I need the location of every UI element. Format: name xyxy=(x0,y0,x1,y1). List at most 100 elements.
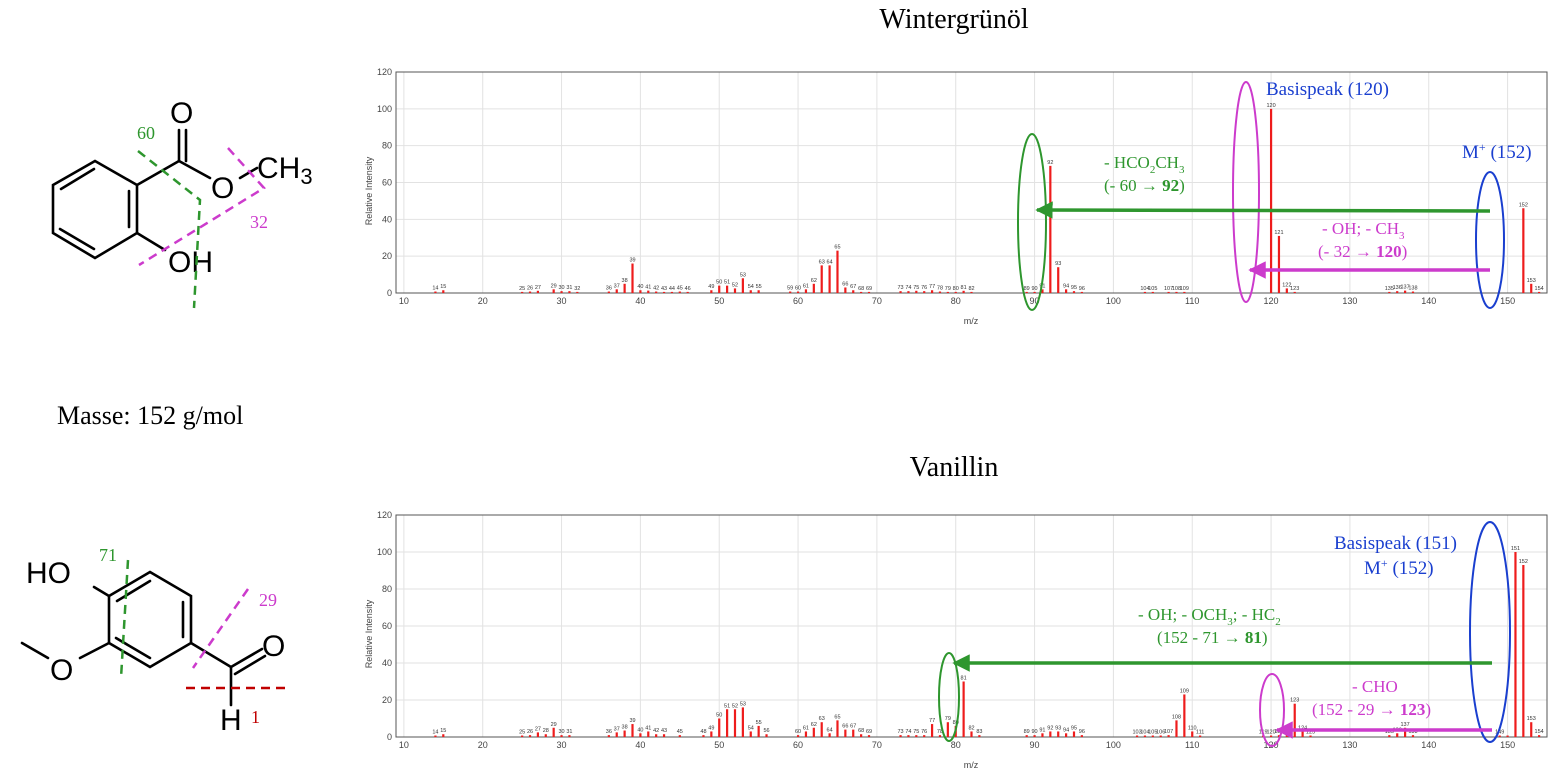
peak-label: 26 xyxy=(527,286,533,292)
peak-label: 44 xyxy=(669,286,675,292)
peak-label: 152 xyxy=(1519,559,1528,565)
cut-line-green xyxy=(137,150,202,309)
peak-label: 27 xyxy=(535,285,541,291)
peak-label: 29 xyxy=(551,722,557,728)
chart-title: Wintergrünöl xyxy=(879,4,1028,35)
x-tick-label: 30 xyxy=(557,296,567,306)
peak-label: 63 xyxy=(819,716,825,722)
atom-o-ether: O xyxy=(50,654,73,687)
peak-label: 51 xyxy=(724,703,730,709)
peak-label: 27 xyxy=(535,726,541,732)
x-tick-label: 40 xyxy=(635,740,645,750)
x-tick-labels: 10 20 30 40 50 60 70 80 90 100 110 120 130 140 150 xyxy=(399,740,1515,750)
peak-label: 43 xyxy=(661,286,667,292)
peak-label: 59 xyxy=(787,286,793,292)
peak-label: 49 xyxy=(708,284,714,290)
peak-label: 151 xyxy=(1511,546,1520,552)
peak-label: 92 xyxy=(1047,160,1053,166)
peak-label: 93 xyxy=(1055,261,1061,267)
peak-label: 54 xyxy=(748,725,754,731)
y-tick-label: 100 xyxy=(377,547,392,557)
peak-label: 69 xyxy=(866,729,872,735)
peak-label: 55 xyxy=(756,284,762,290)
peak-label: 53 xyxy=(740,272,746,278)
x-tick-label: 40 xyxy=(635,296,645,306)
peak-label: 153 xyxy=(1527,716,1536,722)
peak-label: 67 xyxy=(850,284,856,290)
x-tick-label: 60 xyxy=(793,296,803,306)
loss1-line2: (- 60 → 92) xyxy=(1104,176,1185,195)
cut-label-60: 60 xyxy=(137,123,155,143)
peak-label: 104 xyxy=(1140,286,1149,292)
y-tick-label: 120 xyxy=(377,67,392,77)
x-tick-label: 20 xyxy=(478,296,488,306)
peak-label: 90 xyxy=(1032,286,1038,292)
peak-label: 135 xyxy=(1385,729,1394,735)
cut-label-32: 32 xyxy=(250,212,268,232)
peak-label: 46 xyxy=(685,286,691,292)
peak-label: 50 xyxy=(716,280,722,286)
peak-label: 49 xyxy=(708,725,714,731)
peak-label: 91 xyxy=(1039,727,1045,733)
y-tick-label: 0 xyxy=(387,288,392,298)
y-tick-label: 40 xyxy=(382,214,392,224)
peak-label: 63 xyxy=(819,259,825,265)
atom-ho: HO xyxy=(26,557,71,590)
peak-label: 77 xyxy=(929,718,935,724)
atom-h: H xyxy=(220,704,242,737)
wintergreen-structure: O O CH3 OH 60 32 xyxy=(51,97,313,309)
peak-label: 89 xyxy=(1024,286,1030,292)
peak-label: 73 xyxy=(897,285,903,291)
peak-label: 107 xyxy=(1164,286,1173,292)
highlight-120 xyxy=(1232,81,1260,303)
peak-label: 105 xyxy=(1148,286,1157,292)
peak-label: 153 xyxy=(1527,278,1536,284)
peak-label: 53 xyxy=(740,701,746,707)
loss2-line2: (152 - 29 → 123) xyxy=(1312,700,1431,719)
y-tick-label: 60 xyxy=(382,621,392,631)
x-tick-label: 10 xyxy=(399,740,409,750)
peak-label: 76 xyxy=(921,729,927,735)
peak-label: 29 xyxy=(551,283,557,289)
peak-label: 41 xyxy=(645,725,651,731)
y-tick-label: 0 xyxy=(387,732,392,742)
y-axis-label: Relative Intensity xyxy=(364,599,374,668)
peak-label: 30 xyxy=(558,729,564,735)
peak-label: 74 xyxy=(905,729,911,735)
highlight-123 xyxy=(1259,673,1285,747)
peak-label: 135 xyxy=(1385,286,1394,292)
peak-label: 38 xyxy=(622,278,628,284)
x-tick-label: 150 xyxy=(1500,740,1515,750)
peak-label: 26 xyxy=(527,729,533,735)
peak-label: 42 xyxy=(653,286,659,292)
y-tick-labels: 0 20 40 60 80 100 120 xyxy=(377,67,392,298)
y-tick-label: 120 xyxy=(377,510,392,520)
x-tick-label: 50 xyxy=(714,296,724,306)
x-tick-label: 50 xyxy=(714,740,724,750)
peak-label: 111 xyxy=(1196,730,1204,736)
peak-label: 65 xyxy=(834,714,840,720)
highlight-151-152 xyxy=(1469,521,1511,743)
x-tick-label: 70 xyxy=(872,296,882,306)
mass-label: Masse: 152 g/mol xyxy=(57,401,243,430)
mol-ion-label: M+ (152) xyxy=(1462,140,1532,163)
chart-wintergreen: Wintergrünöl 14 15 25 26 27 29 30 31 32 36 3738394… xyxy=(364,4,1548,326)
peak-label: 82 xyxy=(968,725,974,731)
peak-label: 40 xyxy=(637,284,643,290)
peak-label: 89 xyxy=(1024,729,1030,735)
x-tick-label: 60 xyxy=(793,740,803,750)
peak-label: 136 xyxy=(1393,285,1402,291)
peak-label: 120 xyxy=(1266,103,1275,109)
peak-label: 60 xyxy=(795,729,801,735)
peak-label: 54 xyxy=(748,284,754,290)
peak-label: 65 xyxy=(834,245,840,251)
x-tick-label: 100 xyxy=(1106,740,1121,750)
peak-label: 55 xyxy=(756,720,762,726)
peak-label: 64 xyxy=(827,727,833,733)
peak-label: 68 xyxy=(858,728,864,734)
loss2-line1: - OH; - CH3 xyxy=(1322,219,1405,242)
peak-label: 149 xyxy=(1495,730,1504,736)
peak-label: 31 xyxy=(566,285,572,291)
